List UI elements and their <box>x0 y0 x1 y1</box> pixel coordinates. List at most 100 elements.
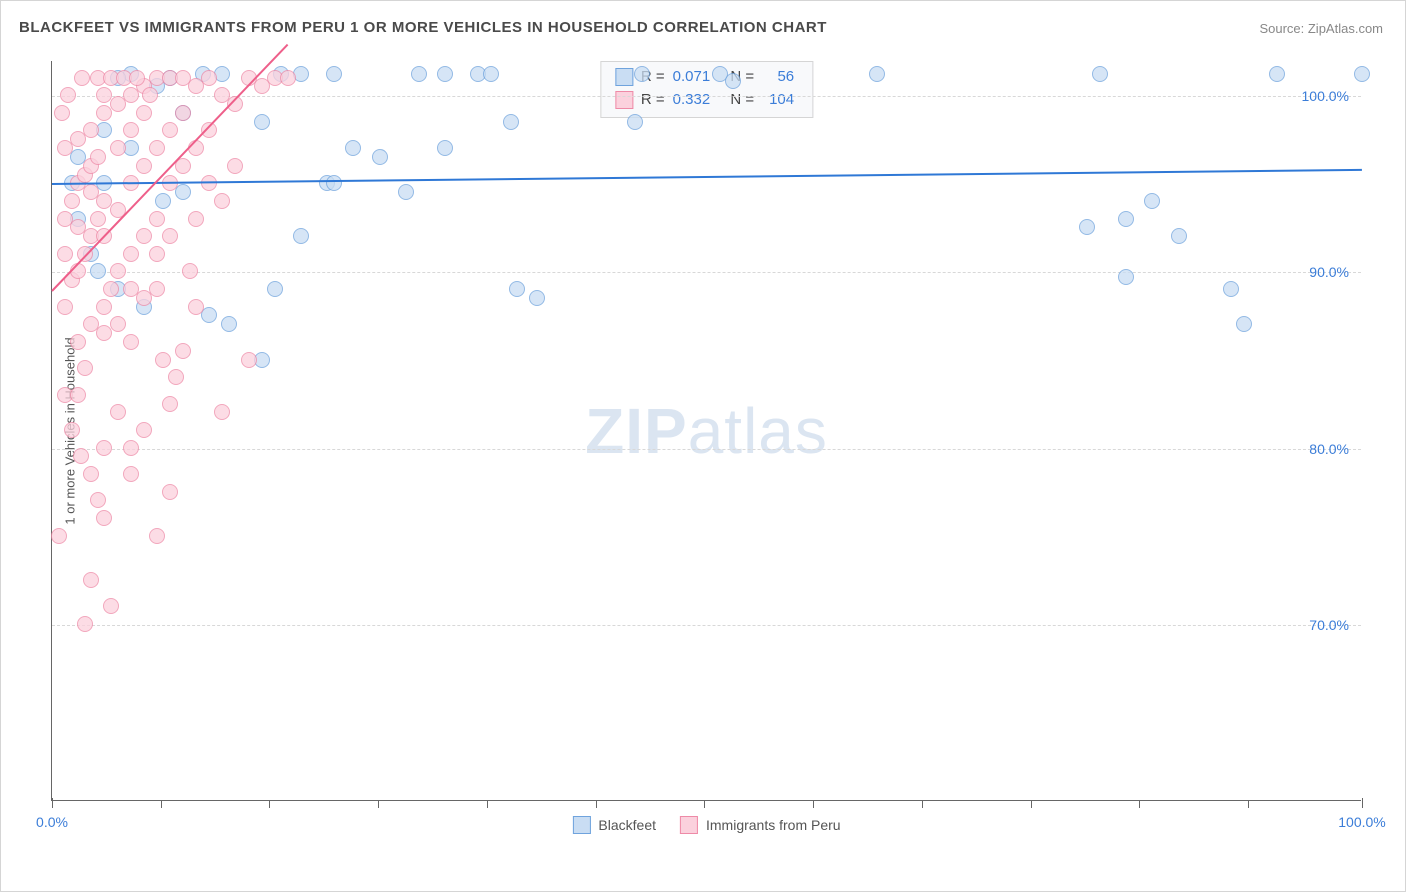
scatter-point <box>326 175 342 191</box>
scatter-point <box>869 66 885 82</box>
scatter-point <box>64 193 80 209</box>
scatter-point <box>503 114 519 130</box>
scatter-point <box>73 448 89 464</box>
source-label: Source: ZipAtlas.com <box>1259 21 1383 36</box>
scatter-point <box>149 140 165 156</box>
scatter-point <box>149 281 165 297</box>
bottom-legend-label: Blackfeet <box>598 817 656 833</box>
trend-line <box>52 168 1362 184</box>
scatter-point <box>51 528 67 544</box>
scatter-point <box>398 184 414 200</box>
scatter-point <box>241 352 257 368</box>
scatter-point <box>110 263 126 279</box>
y-tick-label: 80.0% <box>1309 441 1349 457</box>
scatter-point <box>96 325 112 341</box>
scatter-point <box>411 66 427 82</box>
x-tick <box>922 800 923 808</box>
scatter-point <box>509 281 525 297</box>
x-tick-label: 100.0% <box>1338 814 1385 830</box>
scatter-point <box>96 299 112 315</box>
scatter-point <box>1171 228 1187 244</box>
scatter-point <box>175 343 191 359</box>
scatter-point <box>437 66 453 82</box>
scatter-point <box>123 246 139 262</box>
scatter-point <box>77 360 93 376</box>
scatter-point <box>162 484 178 500</box>
scatter-point <box>83 184 99 200</box>
scatter-point <box>162 228 178 244</box>
scatter-point <box>175 184 191 200</box>
plot-area: 1 or more Vehicles in Household ZIPatlas… <box>51 61 1361 801</box>
scatter-point <box>64 422 80 438</box>
watermark: ZIPatlas <box>585 394 828 468</box>
watermark-light: atlas <box>688 395 828 467</box>
scatter-point <box>123 122 139 138</box>
scatter-point <box>214 193 230 209</box>
scatter-point <box>123 466 139 482</box>
scatter-point <box>1079 219 1095 235</box>
scatter-point <box>201 70 217 86</box>
scatter-point <box>1118 269 1134 285</box>
chart-title: BLACKFEET VS IMMIGRANTS FROM PERU 1 OR M… <box>19 19 827 36</box>
gridline <box>52 96 1361 97</box>
scatter-point <box>136 105 152 121</box>
scatter-point <box>70 334 86 350</box>
y-tick-label: 90.0% <box>1309 264 1349 280</box>
legend-swatch-icon <box>680 816 698 834</box>
scatter-point <box>123 440 139 456</box>
x-tick <box>596 800 597 808</box>
x-tick <box>1362 798 1363 808</box>
x-tick <box>52 798 53 808</box>
x-tick <box>161 800 162 808</box>
scatter-point <box>1092 66 1108 82</box>
legend-swatch-icon <box>615 68 633 86</box>
scatter-point <box>280 70 296 86</box>
scatter-point <box>175 105 191 121</box>
scatter-point <box>214 404 230 420</box>
legend-row: R = 0.332 N = 104 <box>615 89 794 112</box>
scatter-point <box>110 404 126 420</box>
scatter-point <box>136 422 152 438</box>
bottom-legend-item: Blackfeet <box>572 816 656 834</box>
scatter-point <box>136 228 152 244</box>
scatter-point <box>1223 281 1239 297</box>
scatter-point <box>201 307 217 323</box>
legend-swatch-icon <box>615 91 633 109</box>
legend-n-value: 104 <box>762 89 794 112</box>
scatter-point <box>149 246 165 262</box>
scatter-point <box>162 122 178 138</box>
scatter-point <box>1269 66 1285 82</box>
scatter-point <box>96 510 112 526</box>
x-tick <box>269 800 270 808</box>
scatter-point <box>1144 193 1160 209</box>
scatter-point <box>103 281 119 297</box>
x-tick <box>1248 800 1249 808</box>
scatter-point <box>627 114 643 130</box>
x-tick <box>813 800 814 808</box>
scatter-point <box>483 66 499 82</box>
bottom-legend-label: Immigrants from Peru <box>706 817 841 833</box>
y-tick-label: 70.0% <box>1309 617 1349 633</box>
scatter-point <box>103 598 119 614</box>
scatter-point <box>188 299 204 315</box>
legend-n-label: N = <box>730 89 754 112</box>
x-tick-label: 0.0% <box>36 814 68 830</box>
scatter-point <box>83 466 99 482</box>
scatter-point <box>70 219 86 235</box>
x-tick <box>1139 800 1140 808</box>
bottom-legend-item: Immigrants from Peru <box>680 816 841 834</box>
scatter-point <box>437 140 453 156</box>
scatter-point <box>168 369 184 385</box>
scatter-point <box>70 263 86 279</box>
scatter-point <box>90 263 106 279</box>
legend-box: R = 0.071 N = 56 R = 0.332 N = 104 <box>600 61 813 118</box>
scatter-point <box>57 246 73 262</box>
scatter-point <box>1236 316 1252 332</box>
scatter-point <box>60 87 76 103</box>
scatter-point <box>90 492 106 508</box>
scatter-point <box>1118 211 1134 227</box>
bottom-legend: Blackfeet Immigrants from Peru <box>572 816 840 834</box>
scatter-point <box>96 87 112 103</box>
chart-container: BLACKFEET VS IMMIGRANTS FROM PERU 1 OR M… <box>0 0 1406 892</box>
scatter-point <box>372 149 388 165</box>
